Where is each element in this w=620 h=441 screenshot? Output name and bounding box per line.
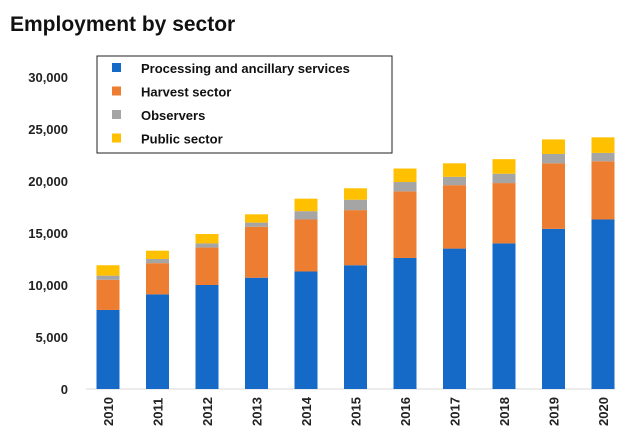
x-tick-label: 2016 <box>398 397 413 426</box>
bar-harvest-sector-2017 <box>443 185 466 248</box>
legend-swatch <box>112 110 121 119</box>
legend-swatch <box>112 87 121 96</box>
bar-observers-2017 <box>443 177 466 185</box>
bar-processing-and-ancillary-services-2015 <box>344 265 367 389</box>
bar-public-sector-2015 <box>344 188 367 199</box>
bar-processing-and-ancillary-services-2016 <box>394 258 417 389</box>
bar-observers-2013 <box>245 223 268 227</box>
x-tick-label: 2019 <box>547 397 562 426</box>
x-tick-label: 2020 <box>596 397 611 426</box>
bar-harvest-sector-2015 <box>344 210 367 265</box>
bar-processing-and-ancillary-services-2018 <box>493 243 516 389</box>
bar-harvest-sector-2014 <box>295 219 318 271</box>
legend-label: Public sector <box>141 132 223 147</box>
bar-processing-and-ancillary-services-2012 <box>196 285 219 389</box>
x-tick-label: 2010 <box>101 397 116 426</box>
bar-observers-2016 <box>394 182 417 191</box>
bar-processing-and-ancillary-services-2014 <box>295 271 318 389</box>
y-tick-label: 30,000 <box>28 70 68 85</box>
legend-swatch <box>112 134 121 143</box>
bar-harvest-sector-2018 <box>493 183 516 243</box>
legend-label: Processing and ancillary services <box>141 61 350 76</box>
y-tick-label: 20,000 <box>28 174 68 189</box>
bar-observers-2014 <box>295 211 318 219</box>
x-tick-label: 2011 <box>151 398 166 426</box>
x-tick-label: 2018 <box>497 397 512 426</box>
bar-public-sector-2014 <box>295 199 318 211</box>
bar-observers-2011 <box>146 259 169 263</box>
x-tick-label: 2015 <box>349 397 364 426</box>
bar-harvest-sector-2013 <box>245 227 268 278</box>
bar-processing-and-ancillary-services-2010 <box>97 310 120 389</box>
bar-harvest-sector-2010 <box>97 280 120 310</box>
bar-harvest-sector-2020 <box>592 161 615 219</box>
bar-public-sector-2013 <box>245 214 268 222</box>
y-tick-label: 25,000 <box>28 122 68 137</box>
bar-observers-2015 <box>344 200 367 210</box>
bar-harvest-sector-2012 <box>196 248 219 285</box>
bar-observers-2010 <box>97 276 120 280</box>
bar-observers-2020 <box>592 153 615 161</box>
bar-processing-and-ancillary-services-2011 <box>146 294 169 389</box>
bar-observers-2018 <box>493 174 516 183</box>
bar-public-sector-2017 <box>443 163 466 177</box>
legend-swatch <box>112 63 121 72</box>
bar-harvest-sector-2019 <box>542 163 565 229</box>
bar-public-sector-2016 <box>394 169 417 183</box>
bar-public-sector-2020 <box>592 137 615 153</box>
bar-harvest-sector-2016 <box>394 191 417 258</box>
bar-processing-and-ancillary-services-2020 <box>592 219 615 389</box>
y-tick-label: 0 <box>61 382 68 397</box>
bar-processing-and-ancillary-services-2019 <box>542 229 565 389</box>
bar-harvest-sector-2011 <box>146 263 169 294</box>
y-tick-label: 5,000 <box>35 330 68 345</box>
y-tick-label: 10,000 <box>28 278 68 293</box>
x-tick-label: 2013 <box>250 397 265 426</box>
bar-public-sector-2010 <box>97 265 120 275</box>
x-tick-label: 2012 <box>200 397 215 426</box>
legend-label: Observers <box>141 108 205 123</box>
x-tick-label: 2014 <box>299 396 314 426</box>
bar-observers-2019 <box>542 154 565 163</box>
bar-public-sector-2018 <box>493 159 516 174</box>
bar-processing-and-ancillary-services-2017 <box>443 249 466 389</box>
y-tick-label: 15,000 <box>28 226 68 241</box>
bar-public-sector-2011 <box>146 251 169 259</box>
x-tick-label: 2017 <box>448 397 463 426</box>
bar-public-sector-2019 <box>542 139 565 154</box>
bar-processing-and-ancillary-services-2013 <box>245 278 268 389</box>
bar-observers-2012 <box>196 243 219 247</box>
legend-label: Harvest sector <box>141 85 231 100</box>
bar-public-sector-2012 <box>196 234 219 243</box>
